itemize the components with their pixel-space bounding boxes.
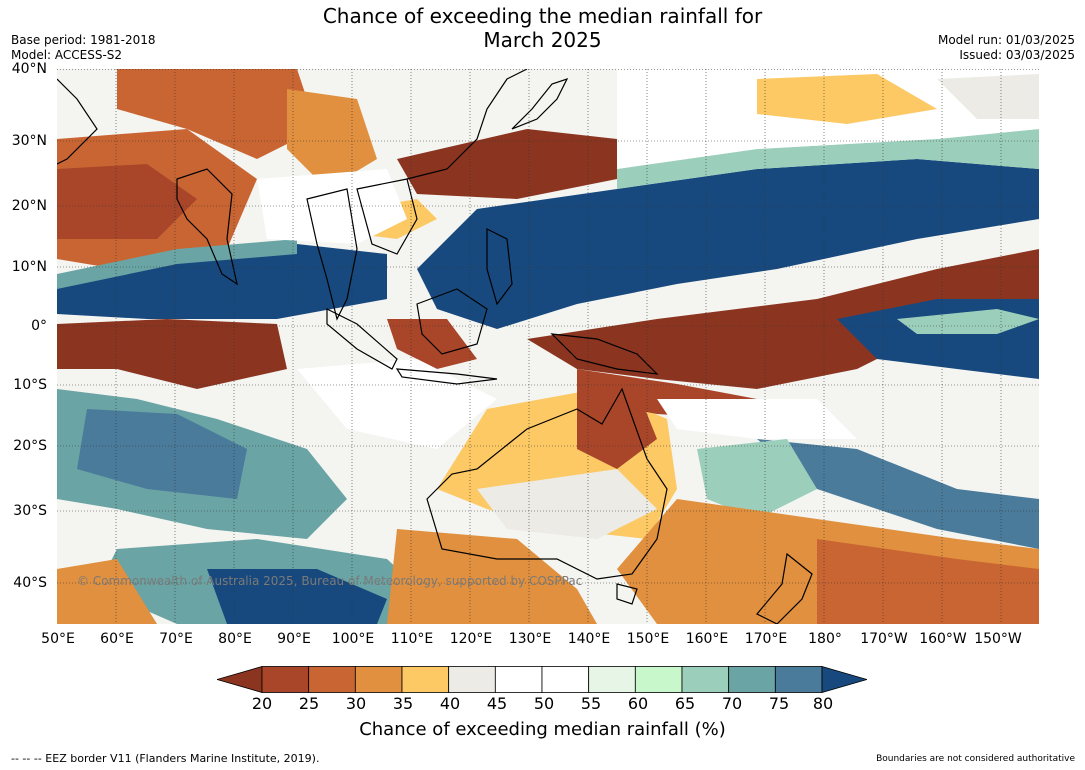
colorbar-segment-75-80 (774, 666, 823, 693)
lat-label-20n: 20°N (11, 198, 47, 214)
lon-label-80e: 80°E (218, 631, 252, 647)
title-line-2: March 2025 (483, 28, 602, 52)
colorbar-tick-70: 70 (721, 694, 743, 713)
issued-text: Issued: 03/03/2025 (959, 48, 1075, 62)
lon-label-140e: 140°E (567, 631, 611, 647)
colorbar-extend-high (821, 665, 869, 694)
colorbar-segment-55-60 (588, 666, 636, 693)
rainfall-map-svg (57, 69, 1039, 624)
lon-label-180: 180° (808, 631, 842, 647)
colorbar-tick-45: 45 (486, 694, 508, 713)
rainfall-map (57, 69, 1039, 624)
colorbar-title: Chance of exceeding median rainfall (%) (359, 719, 726, 740)
colorbar-segment-60-65 (634, 666, 683, 693)
meta-left: Base period: 1981-2018 Model: ACCESS-S2 (11, 33, 156, 63)
lat-label-30s: 30°S (13, 503, 47, 519)
colorbar-segment-30-35 (354, 666, 403, 693)
colorbar-segment-65-70 (681, 666, 730, 693)
colorbar-tick-25: 25 (298, 694, 320, 713)
colorbar-tick-75: 75 (768, 694, 790, 713)
colorbar-segment-35-40 (401, 666, 450, 693)
colorbar-tick-65: 65 (674, 694, 696, 713)
colorbar-tick-80: 80 (812, 694, 834, 713)
colorbar-segment-40-45 (448, 666, 496, 693)
lon-label-150w: 150°W (974, 631, 1022, 647)
colorbar-tick-55: 55 (580, 694, 602, 713)
colorbar-tick-40: 40 (439, 694, 461, 713)
colorbar-tick-20: 20 (251, 694, 273, 713)
copyright-notice: © Commonwealth of Australia 2025, Bureau… (77, 574, 583, 588)
lon-label-150e: 150°E (626, 631, 670, 647)
lon-label-110e: 110°E (390, 631, 434, 647)
colorbar (215, 665, 869, 694)
colorbar-tick-60: 60 (627, 694, 649, 713)
boundaries-disclaimer: Boundaries are not considered authoritat… (876, 754, 1075, 764)
colorbar-segment-20-25 (261, 666, 310, 693)
lon-label-130e: 130°E (508, 631, 552, 647)
eez-border-note: -- -- -- EEZ border V11 (Flanders Marine… (11, 752, 320, 765)
lon-label-160w: 160°W (919, 631, 967, 647)
lon-label-170e: 170°E (744, 631, 788, 647)
title-line-1: Chance of exceeding the median rainfall … (322, 4, 763, 28)
colorbar-segment-45-50 (494, 666, 543, 693)
lat-label-40n: 40°N (11, 61, 47, 77)
colorbar-tick-35: 35 (392, 694, 414, 713)
lat-label-20s: 20°S (13, 438, 47, 454)
model-text: Model: ACCESS-S2 (11, 48, 123, 62)
meta-right: Model run: 01/03/2025 Issued: 03/03/2025 (938, 33, 1075, 63)
map-title: Chance of exceeding the median rainfall … (0, 4, 1085, 52)
base-period-text: Base period: 1981-2018 (11, 33, 156, 47)
lon-label-100e: 100°E (331, 631, 375, 647)
lon-label-70e: 70°E (159, 631, 193, 647)
colorbar-svg (215, 665, 869, 694)
colorbar-extend-low (215, 665, 263, 694)
lon-label-170w: 170°W (860, 631, 908, 647)
lat-label-30n: 30°N (11, 133, 47, 149)
lon-label-90e: 90°E (277, 631, 311, 647)
lat-label-10n: 10°N (11, 259, 47, 275)
colorbar-segment-25-30 (308, 666, 356, 693)
colorbar-segment-50-55 (541, 666, 590, 693)
lon-label-60e: 60°E (100, 631, 134, 647)
colorbar-tick-50: 50 (533, 694, 555, 713)
colorbar-segment-70-75 (728, 666, 776, 693)
lat-label-equator: 0° (31, 318, 47, 334)
lat-label-10s: 10°S (13, 377, 47, 393)
lon-label-160e: 160°E (685, 631, 729, 647)
colorbar-tick-30: 30 (345, 694, 367, 713)
lon-label-50e: 50°E (41, 631, 75, 647)
lon-label-120e: 120°E (449, 631, 493, 647)
lat-label-40s: 40°S (13, 575, 47, 591)
model-run-text: Model run: 01/03/2025 (937, 33, 1075, 47)
